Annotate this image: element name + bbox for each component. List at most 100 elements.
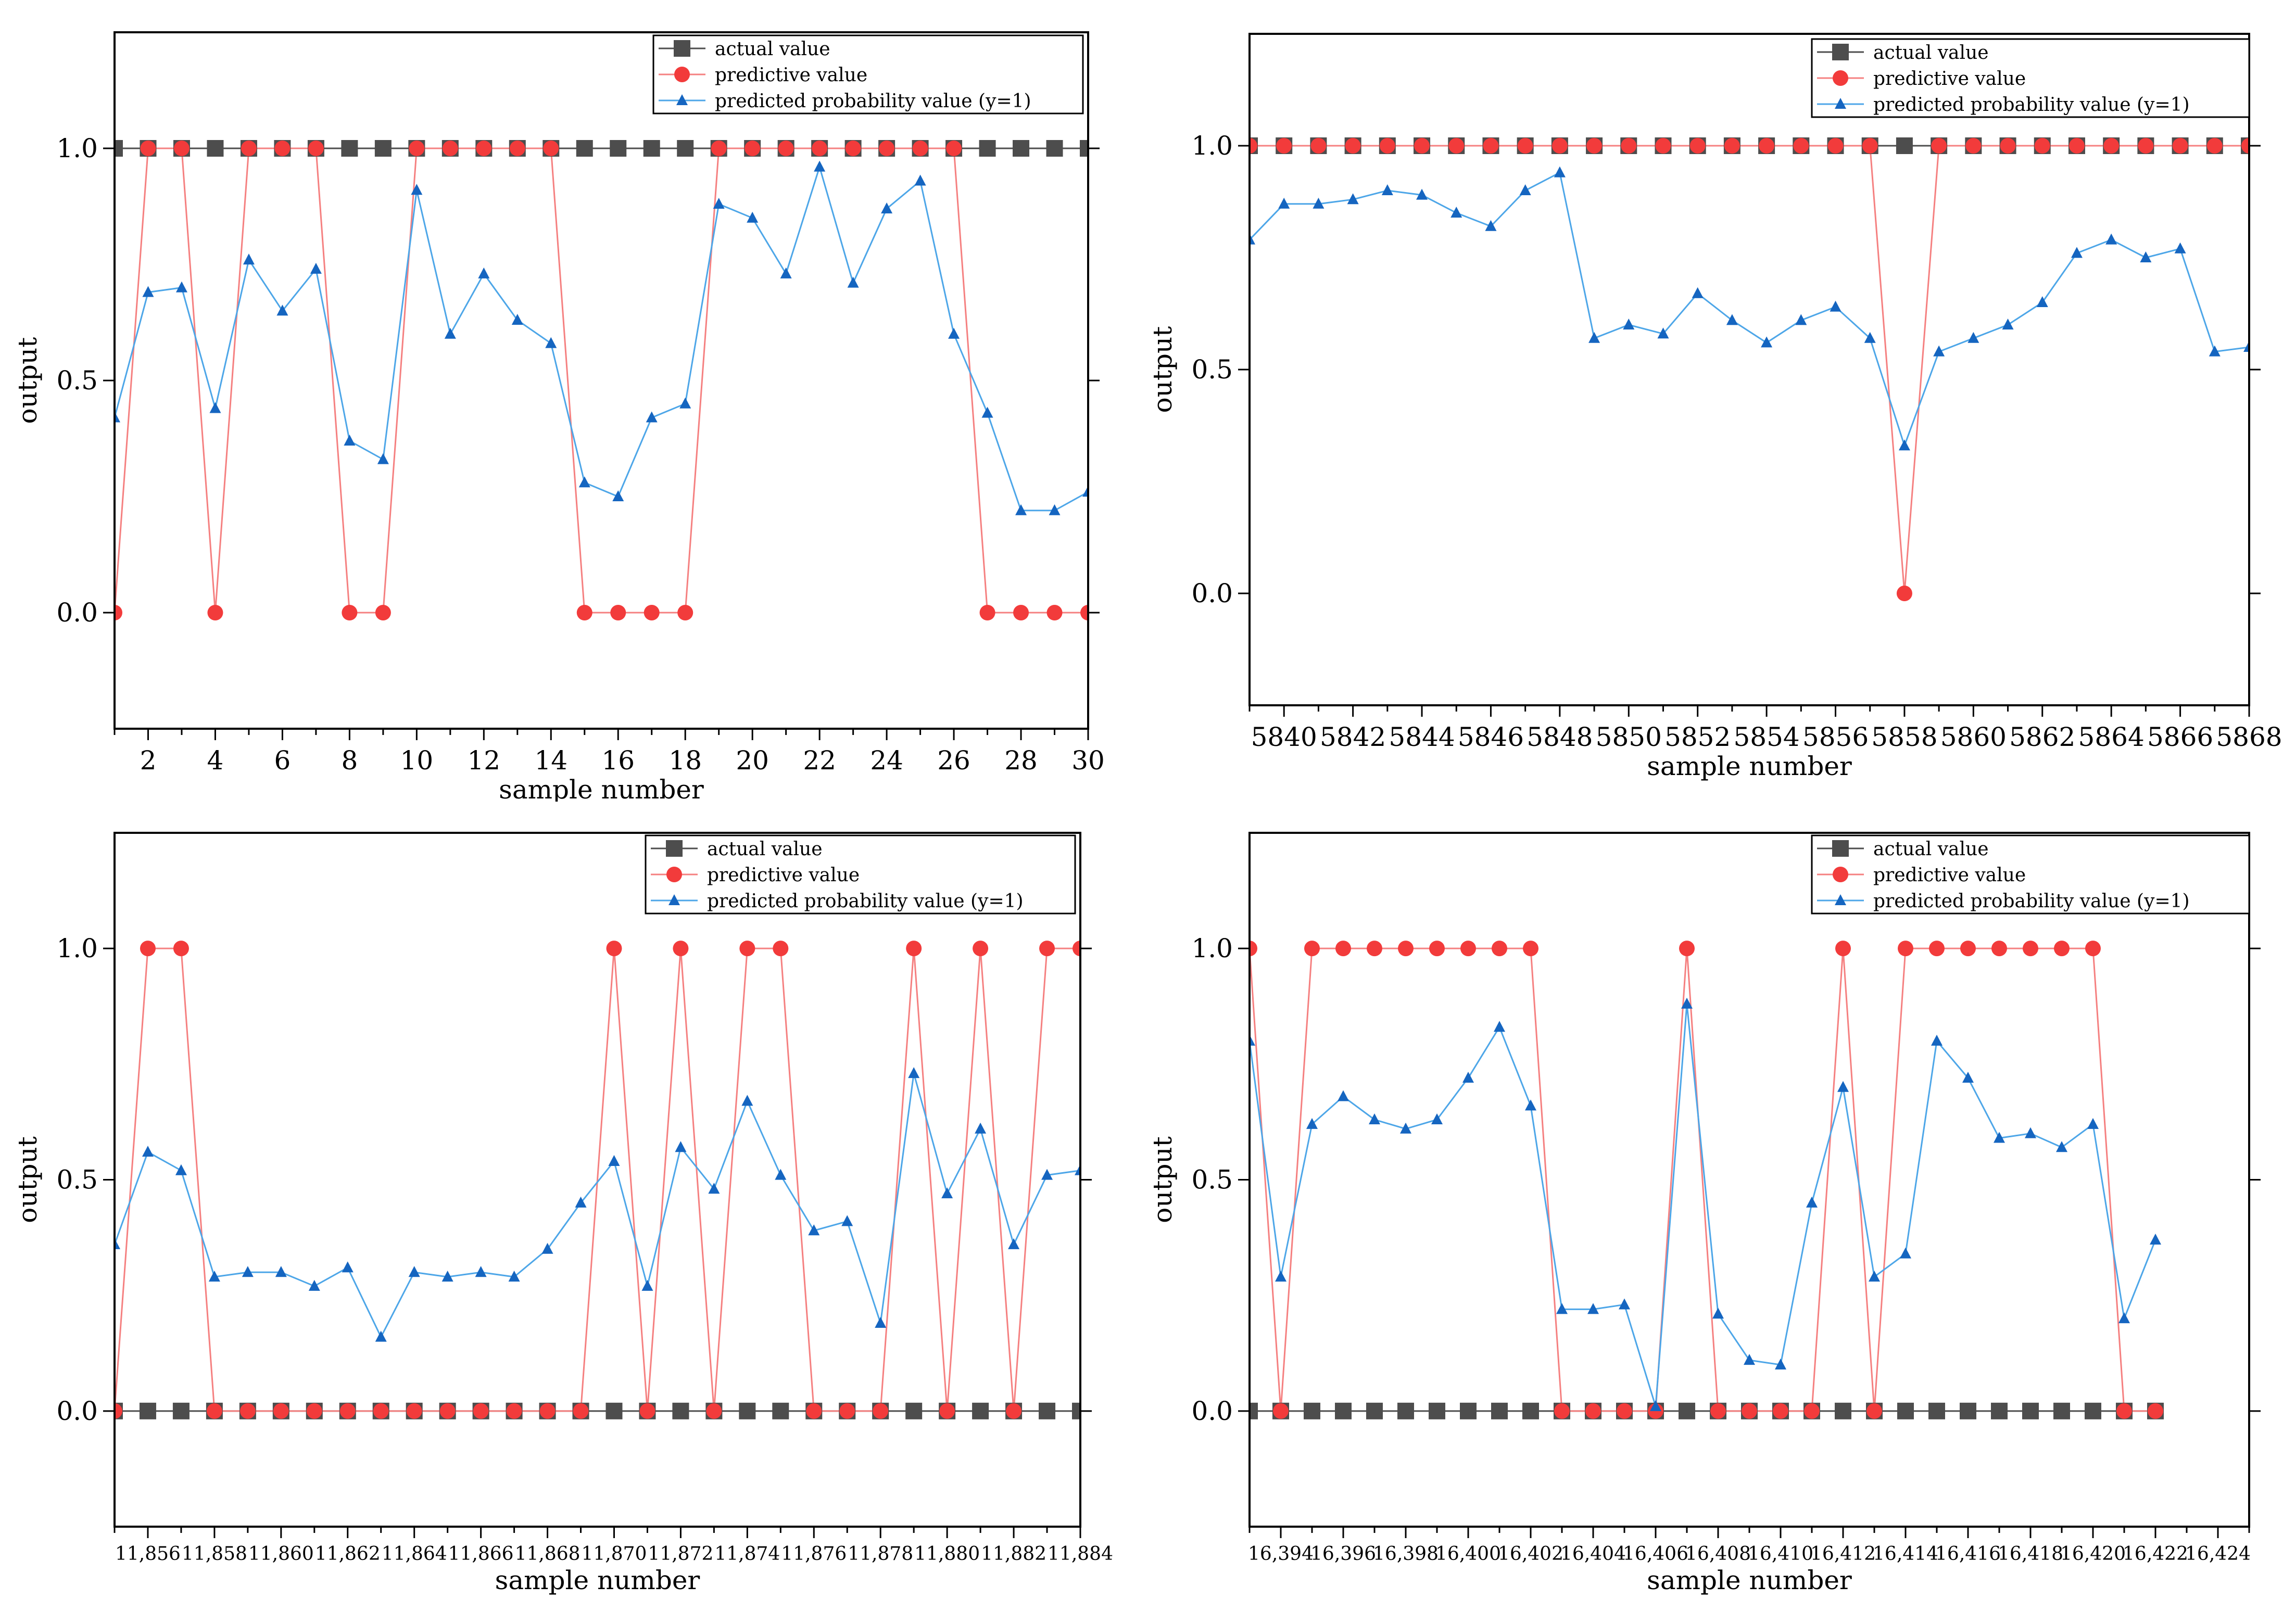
predictive-point	[1080, 605, 1088, 620]
predictive-point	[1523, 941, 1538, 957]
y-axis-label: output	[1147, 326, 1178, 413]
x-tick-label: 11,884	[1048, 1543, 1113, 1565]
chart-samples-11855-11884: 0.00.51.011,856 11,858 11,860 11,862 11,864 1…	[12, 832, 1113, 1595]
probability-point	[308, 1279, 320, 1291]
probability-point	[2209, 345, 2221, 357]
probability-point	[814, 160, 826, 172]
x-tick-label: 5842	[1320, 722, 1386, 752]
y-tick-label: 0.5	[1191, 354, 1233, 385]
probability-point	[2002, 319, 2014, 329]
actual-point	[1460, 1402, 1477, 1419]
predictive-point	[576, 605, 592, 620]
predictive-point	[506, 1403, 522, 1419]
legend-label-probability: predicted probability value (y=1)	[1873, 891, 2190, 912]
series-probability-line	[115, 1073, 1080, 1339]
actual-point	[772, 1402, 789, 1419]
x-tick-label: 11,882	[981, 1543, 1046, 1565]
predictive-point	[1724, 138, 1740, 154]
y-tick-label: 1.0	[1191, 933, 1233, 963]
predictive-point	[2054, 941, 2070, 957]
x-tick-label: 11,878	[848, 1543, 913, 1565]
x-axis-label: sample number	[499, 775, 704, 802]
chart-panel-3: 0.0 0.5 1.0 11,856 11,858 11,860 11,862 11,864 1…	[0, 802, 1119, 1621]
probability-point	[1416, 188, 1428, 200]
predictive-point	[1310, 138, 1327, 154]
predictive-point	[339, 1403, 356, 1419]
legend-probability-marker	[676, 94, 688, 105]
predictive-point	[207, 605, 223, 620]
predictive-point	[939, 1403, 955, 1419]
x-tick-label: 16,404	[1560, 1543, 1626, 1565]
predictive-point	[1552, 138, 1568, 154]
plot-area	[115, 140, 1088, 620]
probability-point	[675, 1141, 687, 1152]
predictive-point	[1250, 941, 1257, 957]
predictive-point	[573, 1403, 589, 1419]
actual-point	[1897, 1402, 1914, 1419]
y-tick-label: 0.5	[56, 365, 98, 396]
predictive-point	[241, 141, 257, 156]
x-tick-label: 5840	[1251, 722, 1317, 752]
predictive-point	[543, 141, 559, 156]
x-tick-label: 5844	[1389, 722, 1455, 752]
predictive-point	[1866, 1403, 1882, 1419]
predictive-point	[973, 941, 989, 957]
predictive-point	[873, 1403, 889, 1419]
predictive-point	[2085, 941, 2101, 957]
predictive-point	[539, 1403, 556, 1419]
predictive-point	[1862, 138, 1878, 154]
predictive-point	[812, 141, 828, 156]
x-tick-label: 16,402	[1498, 1543, 1563, 1565]
legend-actual-marker	[674, 40, 690, 57]
predictive-point	[373, 1403, 389, 1419]
probability-point	[508, 1271, 520, 1282]
x-tick-label: 12	[467, 745, 500, 776]
predictive-point	[1276, 138, 1292, 154]
x-tick-label: 5866	[2147, 722, 2213, 752]
probability-point	[1381, 184, 1393, 195]
probability-point	[142, 1146, 154, 1157]
legend-predictive-marker	[674, 67, 690, 82]
probability-point	[1650, 1400, 1661, 1411]
probability-point	[342, 1261, 354, 1273]
probability-point	[1278, 197, 1290, 209]
legend-label-probability: predicted probability value (y=1)	[715, 91, 1031, 112]
x-tick-label: 5850	[1596, 722, 1662, 752]
probability-point	[1313, 197, 1325, 209]
predictive-point	[442, 141, 458, 156]
predictive-point	[1742, 1403, 1757, 1419]
x-tick-label: 11,874	[714, 1543, 780, 1565]
predictive-point	[1617, 1403, 1632, 1419]
probability-point	[1587, 1303, 1599, 1314]
probability-point	[1250, 233, 1255, 245]
predictive-point	[711, 141, 727, 156]
predictive-point	[879, 141, 895, 156]
probability-point	[2036, 296, 2048, 307]
predictive-point	[1621, 138, 1637, 154]
x-tick-label: 20	[736, 745, 769, 776]
probability-point	[442, 1271, 453, 1282]
series-predictive-line	[1250, 145, 2249, 594]
predictive-point	[1931, 138, 1947, 154]
probability-point	[1967, 332, 1979, 343]
predictive-point	[1013, 605, 1029, 620]
x-tick-label: 11,856	[115, 1543, 181, 1565]
probability-point	[408, 1266, 420, 1277]
probability-point	[1931, 1034, 1943, 1046]
x-tick-label: 5868	[2216, 722, 2282, 752]
probability-point	[941, 1187, 953, 1199]
series-probability-line	[1250, 1004, 2156, 1407]
probability-point	[1795, 314, 1807, 325]
actual-point	[606, 1402, 623, 1419]
x-tick-label: 16,396	[1310, 1543, 1376, 1565]
x-tick-label: 22	[803, 745, 836, 776]
predictive-point	[1793, 138, 1809, 154]
probability-point	[2118, 1312, 2130, 1324]
legend-label-predictive: predictive value	[715, 65, 867, 86]
probability-point	[1837, 1081, 1849, 1092]
probability-point	[1994, 1132, 2005, 1143]
legend-actual-marker	[1832, 44, 1849, 60]
actual-point	[610, 140, 627, 157]
x-tick-label: 16,408	[1685, 1543, 1751, 1565]
probability-point	[545, 337, 557, 348]
